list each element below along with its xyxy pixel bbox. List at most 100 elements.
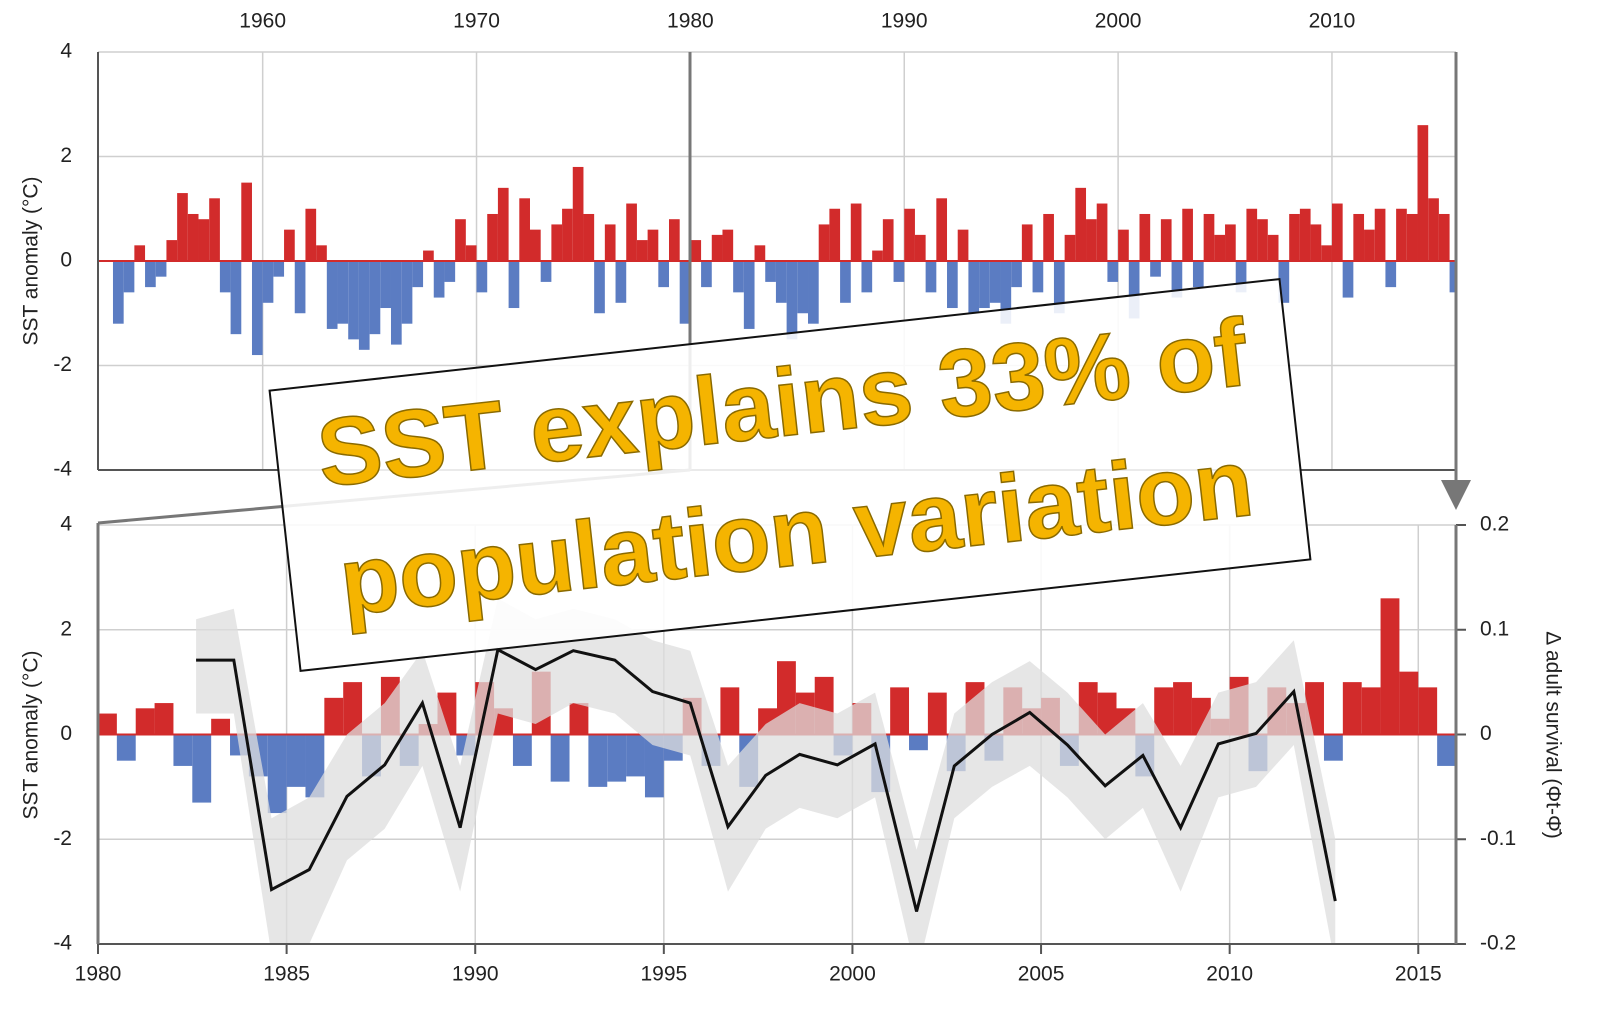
sst-bar [797,261,809,314]
sst-bar [1321,245,1332,261]
sst-bar [989,261,1001,303]
sst-bar [1396,208,1407,261]
sst-bar [861,261,873,293]
sst-bar [765,261,776,282]
sst-bar [1128,261,1140,319]
y-tick-label: 0 [60,249,72,272]
sst-bar [1299,208,1311,261]
sst-bar [423,250,434,261]
sst-bar [116,734,136,761]
x-tick-label: 2010 [1206,963,1253,986]
sst-bar [829,208,841,261]
sst-bar [1342,261,1354,298]
sst-bar [1000,261,1012,324]
survival-line [196,647,1337,912]
y-tick-label: -4 [53,458,72,481]
sst-bar [465,245,477,261]
sst-bar [230,261,242,335]
sst-bar [1310,224,1322,261]
sst-bar [1438,213,1450,261]
sst-bar [540,261,552,282]
sst-bar [1406,213,1418,261]
sst-bar [636,240,648,261]
sst-bar [154,703,174,735]
sst-bar [947,261,958,309]
sst-bar [1118,229,1129,261]
sst-bar [1353,213,1365,261]
sst-bar [177,193,188,261]
sst-bar [155,261,167,277]
sst-bar [401,261,413,324]
sst-bar [936,198,948,261]
sst-bar [529,229,541,261]
sst-bar [1361,687,1381,735]
sst-bar [219,261,231,293]
x-tick-label: 1995 [640,963,687,986]
sst-bar [343,682,363,735]
sst-bar [1289,213,1300,261]
sst-bar [262,261,274,303]
x-tick-label: 1990 [881,10,928,33]
sst-bar [508,261,520,309]
sst-bar [890,687,910,735]
sst-bar [1399,671,1419,735]
sst-bar [251,261,263,356]
sst-bar [1374,208,1386,261]
sst-bar [326,261,338,329]
sst-bar [1323,734,1343,761]
x-tick-label: 2015 [1395,963,1442,986]
sst-bar [187,213,199,261]
sst-bar [583,213,595,261]
sst-bar [647,229,659,261]
sst-bar [1428,198,1439,261]
sst-bar [1214,234,1226,261]
sst-bar [1437,734,1456,766]
sst-bar [1203,213,1215,261]
sst-bar [337,261,349,324]
sst-bar [979,261,990,309]
sst-bar [476,261,488,293]
sst-bar [1225,224,1236,261]
sst-bar [1021,224,1033,261]
sst-bar [658,261,670,288]
sst-bar [519,198,530,261]
sst-bar [754,245,766,261]
sst-bar [1011,261,1022,288]
sst-bar [305,208,317,261]
sst-bar [607,734,627,782]
y-tick-label: 4 [60,40,72,63]
y2-tick-label: 0 [1480,722,1492,745]
sst-bar [1043,213,1054,261]
sst-bar [1097,692,1117,735]
sst-bar [1364,229,1375,261]
sst-bar [1257,219,1268,261]
x-tick-label: 1980 [667,10,714,33]
sst-bar [775,261,787,303]
y2-tick-label: 0.2 [1480,513,1509,536]
sst-bar [720,687,740,735]
sst-bar [1235,261,1247,293]
sst-bar [497,187,509,261]
sst-bar [968,261,980,314]
sst-bar [1107,261,1119,282]
x-tick-label: 1985 [263,963,310,986]
sst-bar [733,261,744,293]
sst-bar [294,261,306,314]
sst-bar [1150,261,1161,277]
sst-bar [123,261,135,293]
x-tick-label: 1960 [239,10,286,33]
sst-bar [166,240,178,261]
annotation-box: SST explains 33% of population variation [268,278,1312,672]
sst-bar [551,224,563,261]
sst-bar [1246,208,1258,261]
sst-bar [1064,234,1076,261]
y-tick-label: 2 [60,144,72,167]
sst-bar [893,261,905,282]
bottom-panel: -4 -2 0 2 4 1980 1985 1990 1995 2000 2005 2010 2015 -… [53,513,1516,986]
sst-bar [550,734,570,782]
sst-bar [1342,682,1362,735]
x-tick-label: 2010 [1309,10,1356,33]
sst-bar [722,229,734,261]
sst-bar [135,708,155,735]
